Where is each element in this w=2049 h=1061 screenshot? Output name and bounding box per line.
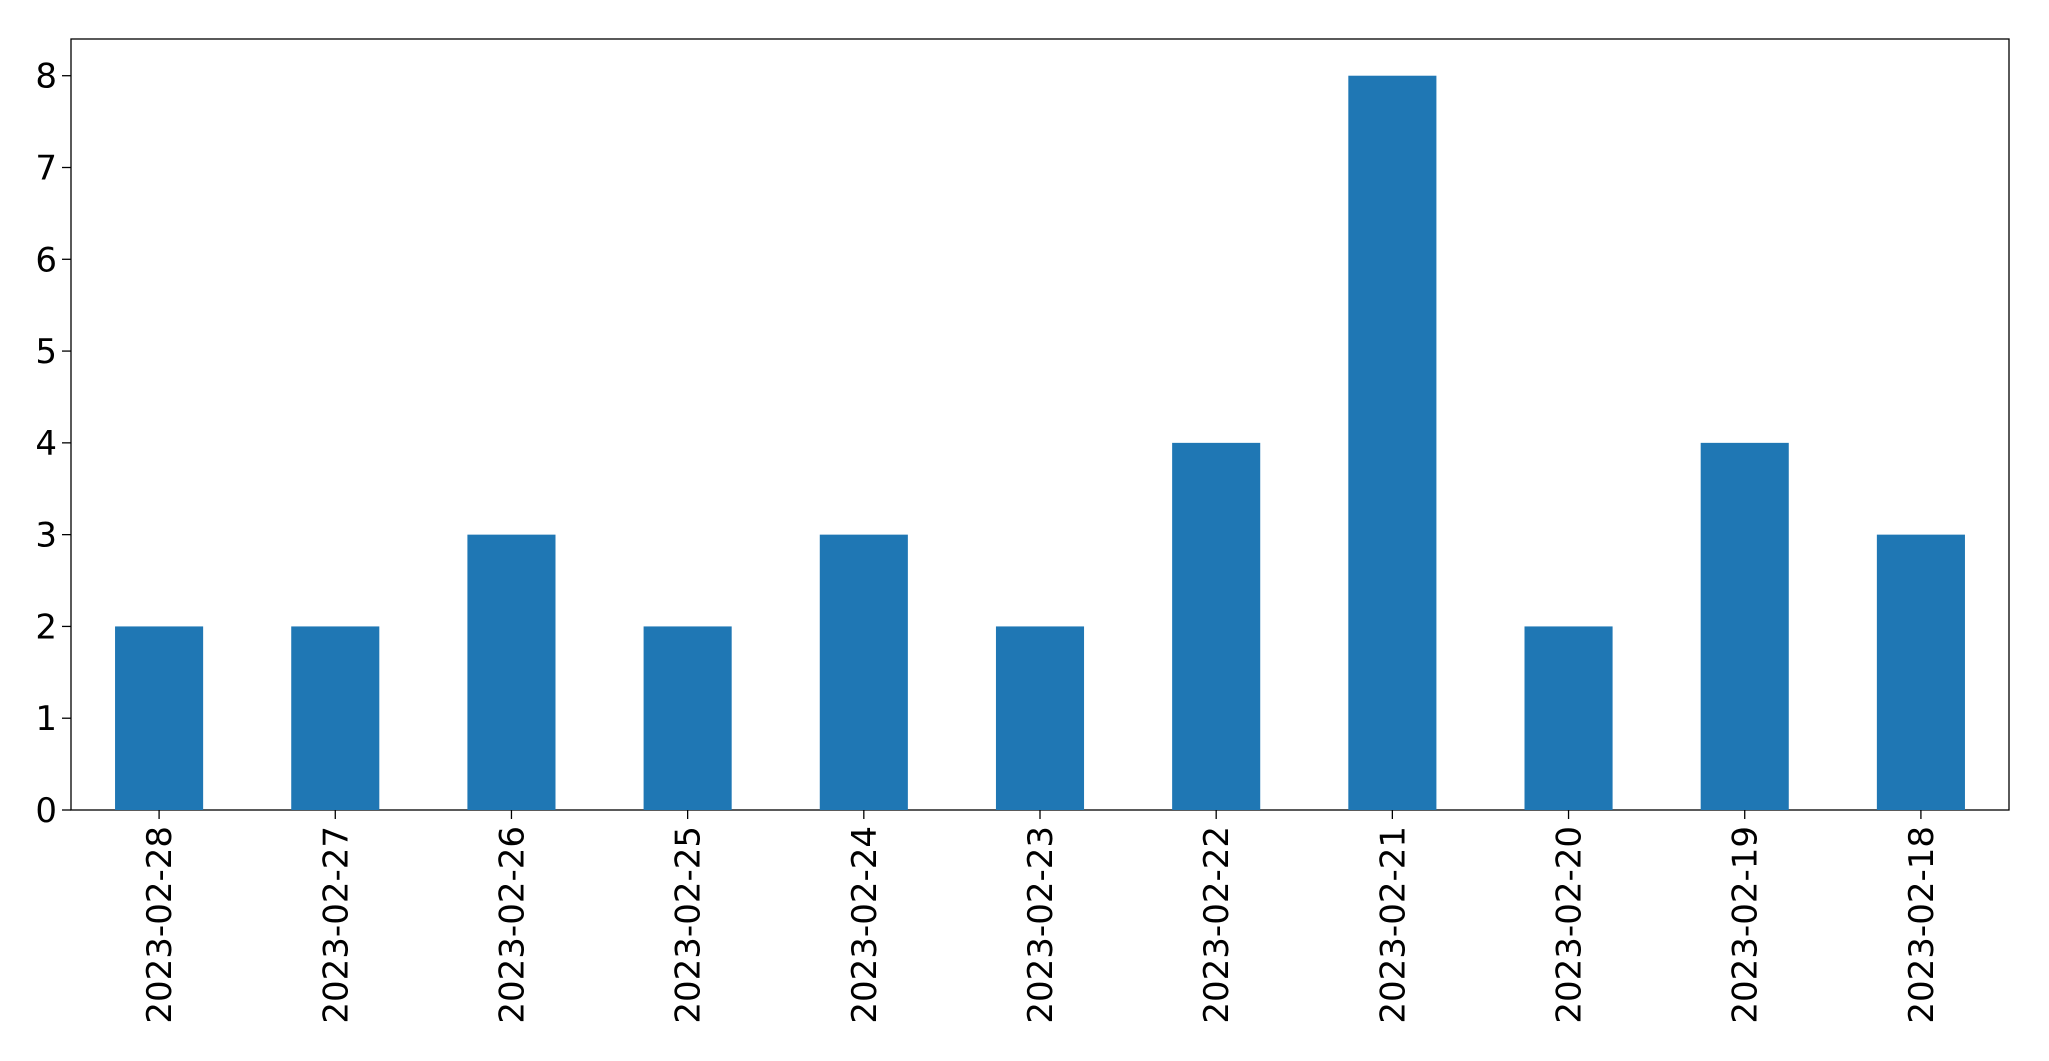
x-tick-label: 2023-02-20	[1550, 826, 1590, 1024]
x-tick-label: 2023-02-28	[140, 826, 180, 1024]
bar	[467, 534, 556, 810]
bar	[1524, 626, 1613, 810]
x-tick-label: 2023-02-19	[1726, 826, 1766, 1024]
x-tick-label: 2023-02-23	[1021, 826, 1061, 1024]
bar	[1876, 534, 1965, 810]
y-tick-label: 6	[35, 240, 57, 280]
x-tick-label: 2023-02-27	[316, 826, 356, 1024]
y-tick-label: 8	[35, 57, 57, 97]
x-tick-label: 2023-02-22	[1197, 826, 1237, 1024]
y-tick-label: 2	[35, 607, 57, 647]
bar	[995, 626, 1085, 810]
bar	[819, 534, 908, 810]
x-tick-label: 2023-02-26	[492, 826, 532, 1024]
x-tick-label: 2023-02-24	[845, 826, 885, 1024]
x-tick-label: 2023-02-25	[669, 826, 709, 1024]
bar	[115, 626, 204, 810]
bar	[643, 626, 732, 810]
y-tick-label: 7	[35, 149, 57, 189]
y-tick-label: 1	[35, 699, 57, 739]
y-tick-label: 5	[35, 332, 57, 372]
y-tick-label: 4	[35, 424, 57, 464]
bar	[1700, 442, 1789, 810]
y-tick-label: 0	[35, 791, 57, 831]
x-tick-label: 2023-02-21	[1373, 826, 1413, 1024]
bar	[1348, 75, 1437, 810]
y-tick-label: 3	[35, 516, 57, 556]
bar	[291, 626, 380, 810]
bar	[1172, 442, 1261, 810]
x-tick-label: 2023-02-18	[1902, 826, 1942, 1024]
